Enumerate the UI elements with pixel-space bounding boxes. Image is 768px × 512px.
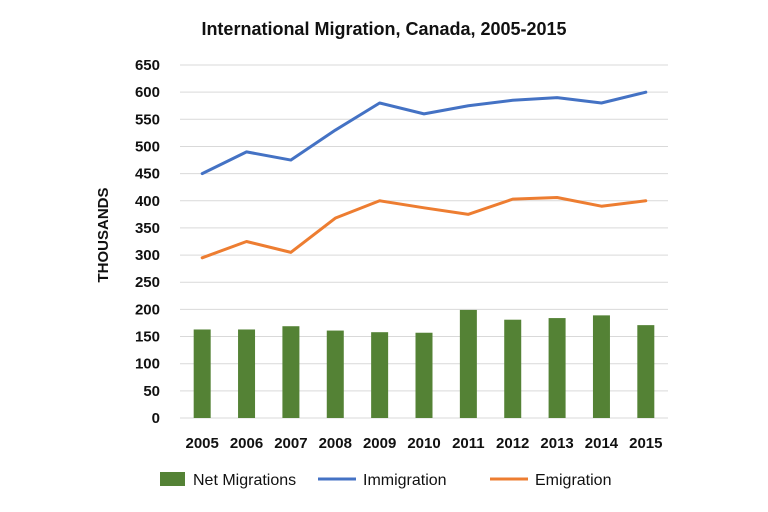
line-emigration	[200, 196, 648, 260]
x-tick-label: 2005	[185, 435, 218, 452]
legend-label-net-migrations: Net Migrations	[193, 472, 296, 489]
y-tick-label: 500	[135, 138, 160, 155]
x-tick-label: 2010	[407, 435, 440, 452]
bar-net-migrations	[282, 326, 300, 418]
y-tick-label: 450	[135, 166, 160, 183]
y-tick-label: 350	[135, 220, 160, 237]
y-tick-label: 200	[135, 301, 160, 318]
legend-label-emigration: Emigration	[535, 472, 611, 489]
y-tick-label: 250	[135, 274, 160, 291]
legend: Net Migrations Immigration Emigration	[160, 472, 611, 489]
x-tick-labels: 2005 2006 2007 2008 2009 2010 2011 2012 2013 2014…	[185, 435, 662, 452]
bar-net-migrations	[637, 325, 655, 418]
x-tick-label: 2012	[496, 435, 529, 452]
y-tick-label: 550	[135, 111, 160, 128]
y-tick-labels: 0 50 100 150 200 250 300 350 400 450 500 550 600 650	[135, 57, 160, 427]
x-tick-label: 2009	[363, 435, 396, 452]
y-axis-label: THOUSANDS	[95, 187, 112, 282]
y-tick-label: 600	[135, 84, 160, 101]
bar-net-migrations	[415, 332, 433, 418]
grid-lines	[180, 64, 668, 419]
y-tick-label: 650	[135, 57, 160, 74]
y-tick-label: 400	[135, 193, 160, 210]
x-tick-label: 2013	[540, 435, 573, 452]
chart-title: International Migration, Canada, 2005-20…	[201, 19, 566, 39]
x-tick-label: 2006	[230, 435, 263, 452]
x-tick-label: 2015	[629, 435, 662, 452]
bar-net-migrations	[459, 309, 477, 418]
legend-swatch-net-migrations	[160, 472, 185, 486]
line-immigration	[200, 90, 648, 176]
legend-label-immigration: Immigration	[363, 472, 447, 489]
bar-net-migrations	[504, 319, 522, 418]
bar-net-migrations	[326, 330, 344, 418]
y-tick-label: 50	[143, 383, 160, 400]
y-tick-label: 150	[135, 329, 160, 346]
x-tick-label: 2014	[585, 435, 619, 452]
bar-net-migrations	[592, 315, 610, 418]
y-tick-label: 0	[152, 410, 160, 427]
bar-net-migrations	[371, 332, 389, 418]
y-tick-label: 100	[135, 356, 160, 373]
bar-net-migrations	[193, 329, 211, 418]
bar-net-migrations	[238, 329, 256, 418]
x-tick-label: 2008	[319, 435, 352, 452]
bar-series	[193, 309, 655, 418]
line-series	[200, 90, 648, 260]
bar-net-migrations	[548, 318, 566, 418]
x-tick-label: 2007	[274, 435, 307, 452]
x-tick-label: 2011	[452, 435, 485, 452]
y-tick-label: 300	[135, 247, 160, 264]
